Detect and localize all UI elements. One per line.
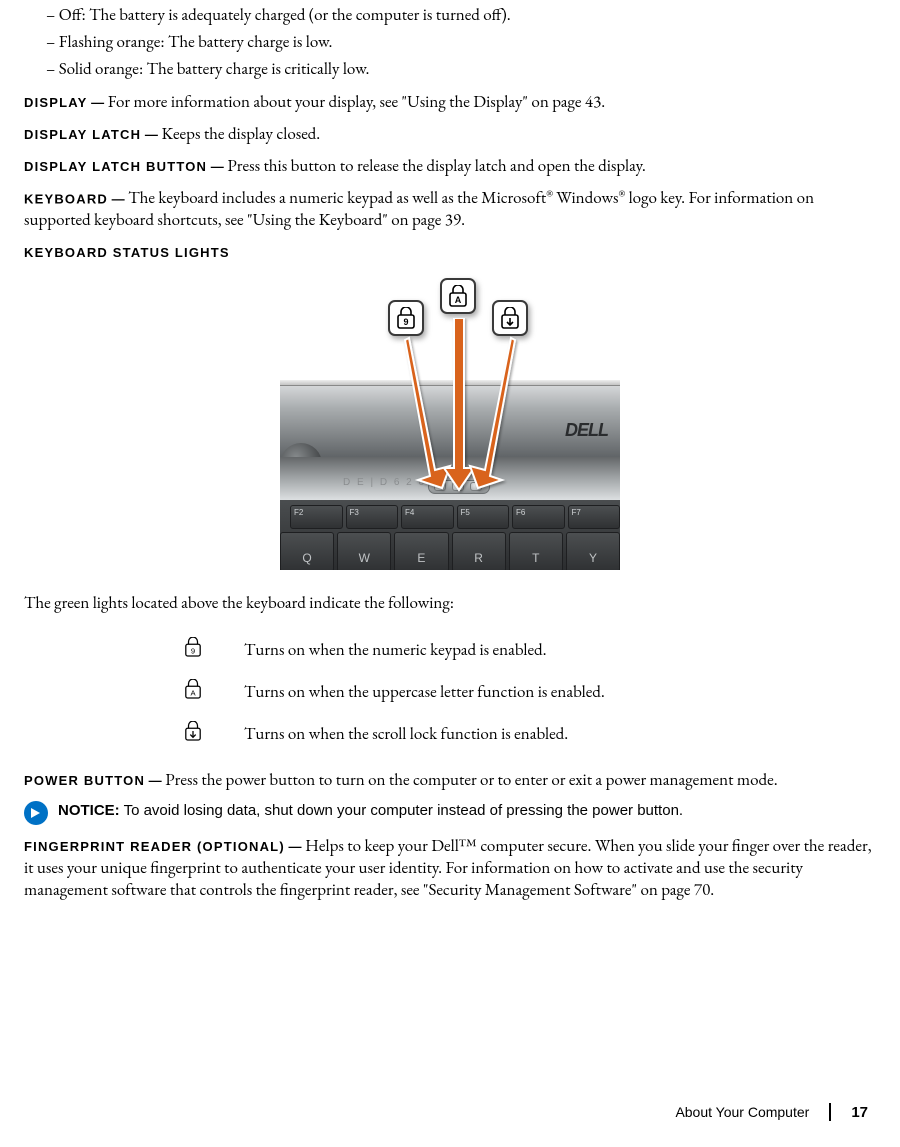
desc-keyboard: The keyboard includes a numeric keypad a… bbox=[24, 187, 814, 231]
qkey: R bbox=[452, 532, 506, 570]
table-row: A Turns on when the uppercase letter fun… bbox=[184, 671, 629, 713]
keyboard-status-illustration: DELL D E | D 6 2 0 F2 F3 F4 F5 F6 F7 Q W… bbox=[280, 270, 620, 570]
notice-icon bbox=[24, 801, 48, 825]
qkey: T bbox=[509, 532, 563, 570]
def-display-latch: DISPLAY LATCH — Keeps the display closed… bbox=[24, 123, 876, 145]
lock-num-icon: 9 bbox=[396, 307, 416, 329]
num-lock-icon: 9 bbox=[184, 629, 244, 671]
kb-pre: The keyboard includes a numeric keypad a… bbox=[128, 187, 546, 209]
notice-text: NOTICE: To avoid losing data, shut down … bbox=[58, 801, 683, 821]
term-display-latch-button: DISPLAY LATCH BUTTON bbox=[24, 159, 207, 174]
kb-mid: Windows bbox=[553, 187, 619, 209]
reg-icon: ® bbox=[546, 187, 553, 200]
para-green-lights: The green lights located above the keybo… bbox=[24, 592, 876, 615]
term-power-button: POWER BUTTON bbox=[24, 773, 145, 788]
fkey: F6 bbox=[512, 505, 565, 529]
model-text: D E | D 6 2 0 bbox=[343, 477, 426, 488]
def-power-button: POWER BUTTON — Press the power button to… bbox=[24, 769, 876, 791]
fkey: F3 bbox=[346, 505, 399, 529]
lock-scroll-icon bbox=[500, 307, 520, 329]
dash: — bbox=[141, 127, 161, 142]
bullet-flashing: – Flashing orange: The battery charge is… bbox=[24, 31, 876, 54]
def-fingerprint: FINGERPRINT READER (OPTIONAL) — Helps to… bbox=[24, 835, 876, 901]
fkey: F4 bbox=[401, 505, 454, 529]
caps-lock-icon: A bbox=[184, 671, 244, 713]
callout-caps-lock: A bbox=[440, 278, 476, 314]
notice-body: To avoid losing data, shut down your com… bbox=[120, 802, 683, 819]
callout-scroll-lock bbox=[492, 300, 528, 336]
svg-text:A: A bbox=[455, 295, 462, 305]
dash: — bbox=[285, 839, 305, 854]
heading-keyboard-status-lights: KEYBOARD STATUS LIGHTS bbox=[24, 245, 876, 260]
term-display: DISPLAY bbox=[24, 95, 88, 110]
bullet-solid: – Solid orange: The battery charge is cr… bbox=[24, 58, 876, 81]
term-keyboard: KEYBOARD bbox=[24, 191, 108, 206]
term-display-latch: DISPLAY LATCH bbox=[24, 127, 141, 142]
qkey: W bbox=[337, 532, 391, 570]
def-keyboard: KEYBOARD — The keyboard includes a numer… bbox=[24, 187, 876, 232]
table-row: 9 Turns on when the numeric keypad is en… bbox=[184, 629, 629, 671]
dash: — bbox=[207, 159, 227, 174]
dash: — bbox=[108, 191, 128, 206]
scroll-lock-icon bbox=[184, 713, 244, 755]
bullet-off: – Off: The battery is adequately charged… bbox=[24, 4, 876, 27]
notice-label: NOTICE: bbox=[58, 802, 120, 819]
fkey: F2 bbox=[290, 505, 343, 529]
callout-num-lock: 9 bbox=[388, 300, 424, 336]
desc-display: For more information about your display,… bbox=[108, 91, 605, 113]
svg-text:9: 9 bbox=[191, 647, 195, 656]
footer-separator bbox=[829, 1103, 831, 1121]
desc-display-latch: Keeps the display closed. bbox=[161, 123, 320, 145]
desc-display-latch-button: Press this button to release the display… bbox=[227, 155, 645, 177]
footer-section: About Your Computer bbox=[675, 1104, 809, 1120]
led-caps bbox=[452, 482, 464, 491]
qkey: E bbox=[394, 532, 448, 570]
term-fingerprint: FINGERPRINT READER (OPTIONAL) bbox=[24, 839, 285, 854]
indicator-table: 9 Turns on when the numeric keypad is en… bbox=[184, 629, 629, 755]
qkey-row: Q W E R T Y bbox=[280, 532, 620, 570]
illustration-wrap: DELL D E | D 6 2 0 F2 F3 F4 F5 F6 F7 Q W… bbox=[24, 270, 876, 570]
notice: NOTICE: To avoid losing data, shut down … bbox=[24, 801, 876, 825]
led-scroll bbox=[470, 482, 482, 491]
dash: — bbox=[88, 95, 108, 110]
desc-power-button: Press the power button to turn on the co… bbox=[165, 769, 777, 791]
scroll-lock-desc: Turns on when the scroll lock function i… bbox=[244, 713, 629, 755]
svg-text:A: A bbox=[190, 689, 196, 698]
fkey: F5 bbox=[457, 505, 510, 529]
fkey: F7 bbox=[568, 505, 621, 529]
num-lock-desc: Turns on when the numeric keypad is enab… bbox=[244, 629, 629, 671]
qkey: Q bbox=[280, 532, 334, 570]
dell-logo: DELL bbox=[565, 420, 608, 441]
qkey: Y bbox=[566, 532, 620, 570]
svg-text:9: 9 bbox=[403, 317, 408, 327]
caps-lock-desc: Turns on when the uppercase letter funct… bbox=[244, 671, 629, 713]
lock-caps-icon: A bbox=[448, 285, 468, 307]
def-display: DISPLAY — For more information about you… bbox=[24, 91, 876, 113]
dash: — bbox=[145, 773, 165, 788]
led-num bbox=[434, 482, 446, 491]
page: – Off: The battery is adequately charged… bbox=[0, 4, 900, 1147]
footer-page-number: 17 bbox=[851, 1104, 868, 1121]
table-row: Turns on when the scroll lock function i… bbox=[184, 713, 629, 755]
def-display-latch-button: DISPLAY LATCH BUTTON — Press this button… bbox=[24, 155, 876, 177]
page-footer: About Your Computer 17 bbox=[675, 1103, 868, 1121]
fkey-row: F2 F3 F4 F5 F6 F7 bbox=[290, 505, 620, 529]
